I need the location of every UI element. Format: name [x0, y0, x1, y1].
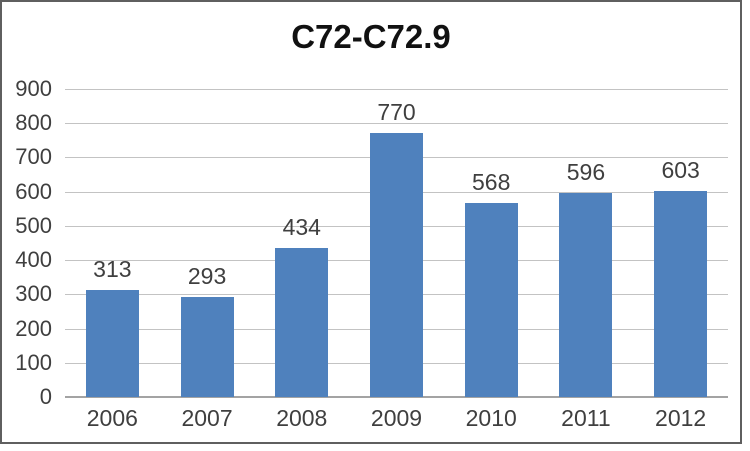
x-axis-tick-label: 2010 [465, 405, 517, 431]
chart-title: C72-C72.9 [291, 18, 451, 55]
y-axis-tick-label: 600 [15, 178, 52, 204]
bar-value-label: 596 [566, 159, 606, 186]
bar [464, 202, 518, 397]
y-axis-tick-label: 0 [39, 384, 52, 409]
x-axis-tick-label: 2009 [370, 405, 423, 431]
y-axis-tick-label: 700 [15, 144, 52, 170]
y-axis-tick-label: 500 [15, 212, 52, 238]
bar-value-label: 313 [93, 255, 132, 282]
y-axis-tick-label: 800 [15, 110, 52, 136]
y-axis-tick-label: 400 [15, 247, 52, 273]
gridline [65, 89, 728, 90]
x-axis-tick-label: 2006 [86, 405, 138, 431]
x-axis-tick-label: 2012 [655, 405, 707, 431]
bar [654, 190, 708, 397]
bar [559, 193, 613, 397]
y-axis-tick-label: 200 [15, 315, 52, 341]
bar-value-label: 434 [282, 214, 321, 241]
gridline [65, 123, 728, 125]
bar-value-label: 603 [661, 156, 700, 183]
x-axis-tick-label: 2008 [276, 405, 328, 431]
x-axis-tick-label: 2011 [561, 405, 611, 431]
bar [275, 248, 329, 397]
bar-value-label: 770 [377, 99, 416, 126]
x-axis-line [65, 396, 728, 398]
bar-value-label: 568 [472, 168, 511, 195]
y-axis-tick-label: 900 [15, 76, 52, 101]
y-axis-tick-label: 100 [15, 349, 52, 375]
y-axis-tick-label: 300 [15, 281, 52, 307]
bar-value-label: 293 [187, 262, 227, 289]
bar [370, 133, 423, 397]
x-axis-tick-label: 2007 [181, 405, 233, 431]
bar [85, 289, 139, 397]
bar [180, 296, 234, 397]
